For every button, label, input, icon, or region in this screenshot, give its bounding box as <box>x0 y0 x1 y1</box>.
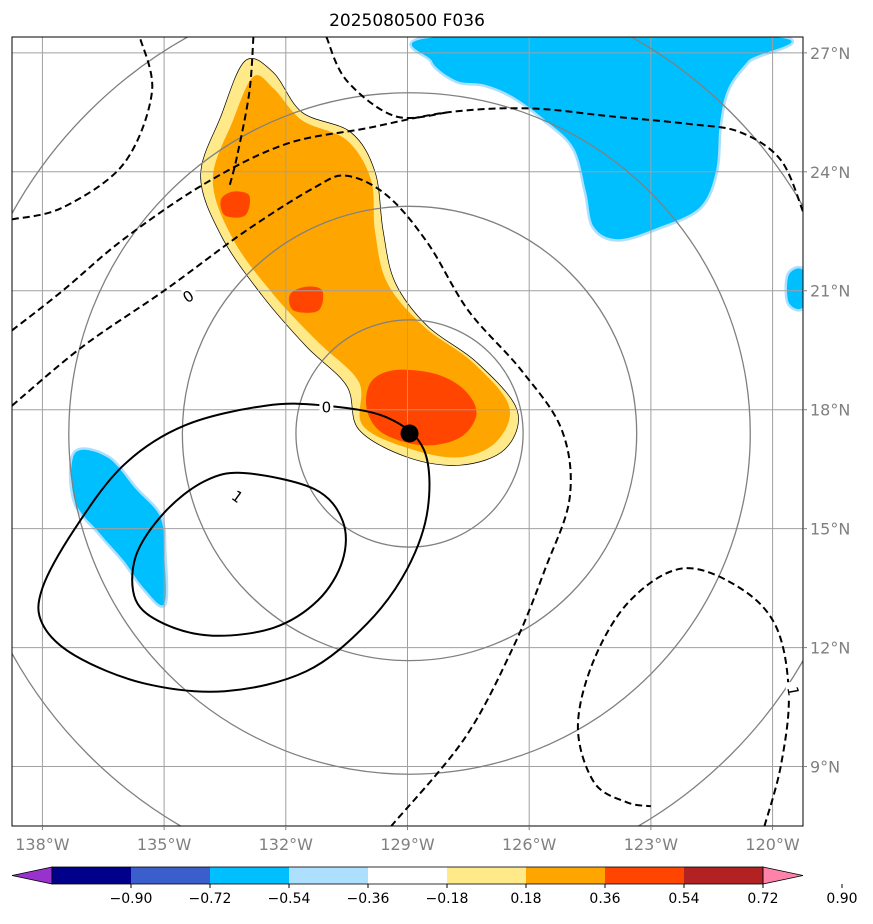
contour-label: 0 <box>322 399 332 417</box>
colorbar-box <box>447 867 526 884</box>
contour-label-bg <box>319 398 334 417</box>
range-ring <box>295 319 524 548</box>
contour-line <box>12 37 154 221</box>
filled-region <box>220 191 251 218</box>
contour-label-bg <box>785 682 800 701</box>
chart-title: 2025080500 F036 <box>329 11 485 31</box>
map-area <box>12 37 803 826</box>
colorbar-tick-label: 0.18 <box>510 891 541 907</box>
colorbar-tick-label: −0.90 <box>110 891 153 907</box>
colorbar-box <box>210 867 289 884</box>
colorbar-extend-low <box>11 866 53 885</box>
colorbar-box <box>52 867 131 884</box>
filled-region-core <box>71 449 166 606</box>
y-tick-label: 21°N <box>810 282 850 301</box>
colorbar-tick-label: −0.54 <box>268 891 311 907</box>
y-tick-label: 9°N <box>810 758 840 777</box>
contour-line <box>228 37 255 188</box>
contour-label-bg <box>181 287 196 306</box>
colorbar-tick-label: 0.90 <box>826 891 857 907</box>
filled-region <box>212 75 510 458</box>
colorbar-tick-label: 0.54 <box>668 891 699 907</box>
colorbar-frame <box>51 866 764 885</box>
filled-region <box>288 286 324 313</box>
colorbar-extend-high <box>762 866 804 885</box>
y-axis-ticks: 9°N 12°N 15°N 18°N 21°N 24°N 27°N <box>803 44 850 777</box>
contour-line <box>37 402 431 693</box>
contour-line <box>131 471 347 637</box>
x-tick-label: 129°W <box>380 835 435 854</box>
colorbar: −0.90 −0.72 −0.54 −0.36 −0.18 0.18 0.36 0.54 0.7… <box>11 866 858 907</box>
x-tick-label: 135°W <box>137 835 192 854</box>
range-rings <box>12 37 803 826</box>
colorbar-box <box>526 867 605 884</box>
x-tick-label: 138°W <box>15 835 70 854</box>
gridlines <box>12 37 803 826</box>
range-ring <box>68 92 751 775</box>
x-tick-label: 123°W <box>624 835 679 854</box>
range-ring <box>181 205 638 662</box>
filled-region <box>366 369 477 446</box>
colorbar-box <box>605 867 684 884</box>
contour-line <box>576 567 790 826</box>
storm-center-group <box>400 424 419 443</box>
filled-region-edge <box>409 37 795 242</box>
y-tick-label: 12°N <box>810 639 850 658</box>
filled-region-core <box>411 37 792 240</box>
y-tick-label: 18°N <box>810 401 850 420</box>
colorbar-box <box>131 867 210 884</box>
x-axis-ticks: 138°W 135°W 132°W 129°W 126°W 123°W 120°W <box>15 826 800 854</box>
colorbar-tick-label: −0.36 <box>347 891 390 907</box>
contour-lines <box>12 37 803 826</box>
filled-region-core <box>787 268 803 310</box>
colorbar-box <box>684 867 763 884</box>
filled-contours <box>68 37 803 608</box>
contour-line <box>325 37 449 120</box>
colorbar-tick-label: 0.72 <box>747 891 778 907</box>
y-tick-label: 27°N <box>810 44 850 63</box>
colorbar-tick-label: 0.36 <box>589 891 620 907</box>
colorbar-tick-label: −0.72 <box>189 891 232 907</box>
x-tick-label: 132°W <box>259 835 314 854</box>
y-tick-label: 24°N <box>810 163 850 182</box>
x-tick-label: 120°W <box>745 835 800 854</box>
colorbar-box <box>289 867 368 884</box>
contour-label-bg <box>230 487 245 506</box>
storm-center-marker <box>400 424 419 443</box>
y-tick-label: 15°N <box>810 520 850 539</box>
colorbar-box <box>368 867 447 884</box>
colorbar-tick-label: −0.18 <box>426 891 469 907</box>
contour-line <box>12 174 572 826</box>
x-tick-label: 126°W <box>502 835 557 854</box>
contour-label: 1 <box>783 685 802 698</box>
